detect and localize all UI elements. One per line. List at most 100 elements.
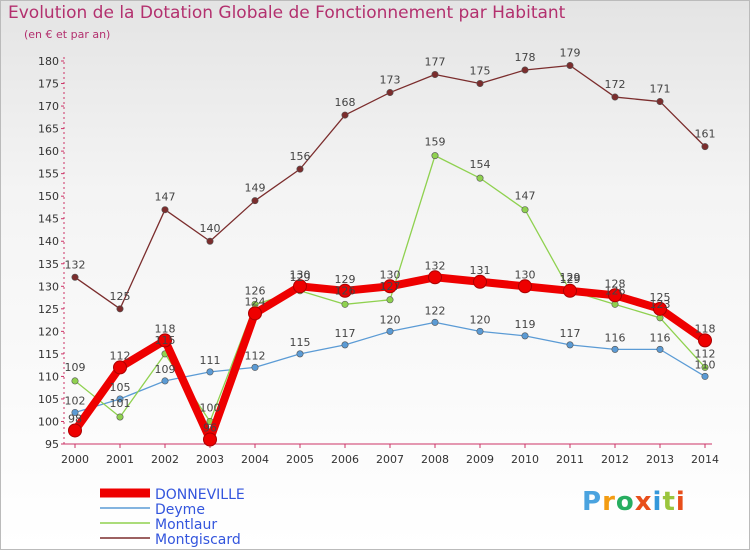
data-label: 96 bbox=[203, 421, 217, 434]
data-label: 131 bbox=[470, 264, 491, 277]
data-label: 130 bbox=[380, 268, 401, 281]
data-point bbox=[566, 341, 574, 349]
data-label: 100 bbox=[200, 401, 221, 414]
data-label: 112 bbox=[245, 349, 266, 362]
data-point bbox=[206, 237, 214, 245]
data-point bbox=[71, 377, 79, 385]
data-point bbox=[293, 279, 307, 294]
data-point bbox=[68, 423, 82, 438]
y-tick-label: 160 bbox=[38, 145, 59, 158]
data-label: 175 bbox=[470, 65, 491, 78]
data-label: 126 bbox=[335, 284, 356, 297]
x-tick-label: 2000 bbox=[61, 453, 89, 466]
data-point bbox=[521, 206, 529, 214]
data-point bbox=[518, 279, 532, 294]
data-point bbox=[611, 93, 619, 101]
y-tick-label: 130 bbox=[38, 280, 59, 293]
data-label: 147 bbox=[155, 191, 176, 204]
data-point bbox=[386, 296, 394, 304]
y-tick-label: 110 bbox=[38, 370, 59, 383]
x-tick-label: 2010 bbox=[511, 453, 539, 466]
x-tick-label: 2009 bbox=[466, 453, 494, 466]
data-label: 126 bbox=[245, 284, 266, 297]
x-tick-label: 2003 bbox=[196, 453, 224, 466]
data-point bbox=[206, 368, 214, 376]
y-tick-label: 125 bbox=[38, 303, 59, 316]
legend-label-montlaur: Montlaur bbox=[155, 517, 217, 533]
data-point bbox=[611, 345, 619, 353]
series-donneville bbox=[68, 270, 712, 447]
data-label: 128 bbox=[605, 277, 626, 290]
data-point bbox=[158, 333, 172, 348]
data-point bbox=[608, 288, 622, 303]
data-point bbox=[116, 413, 124, 421]
data-label: 177 bbox=[425, 56, 446, 69]
data-label: 115 bbox=[290, 336, 311, 349]
data-point bbox=[161, 206, 169, 214]
data-label: 112 bbox=[110, 349, 131, 362]
data-label: 126 bbox=[605, 284, 626, 297]
x-tick-label: 2011 bbox=[556, 453, 584, 466]
data-point bbox=[386, 89, 394, 97]
data-label: 110 bbox=[695, 358, 716, 371]
x-tick-label: 2008 bbox=[421, 453, 449, 466]
x-tick-label: 2002 bbox=[151, 453, 179, 466]
data-point bbox=[341, 111, 349, 119]
y-tick-label: 100 bbox=[38, 415, 59, 428]
data-label: 123 bbox=[650, 298, 671, 311]
x-tick-label: 2004 bbox=[241, 453, 269, 466]
data-point bbox=[431, 71, 439, 79]
data-point bbox=[653, 301, 667, 316]
x-tick-label: 2013 bbox=[646, 453, 674, 466]
y-tick-label: 165 bbox=[38, 123, 59, 136]
data-point bbox=[113, 360, 127, 375]
x-tick-label: 2014 bbox=[691, 453, 719, 466]
series-montgiscard bbox=[71, 62, 709, 313]
data-label: 147 bbox=[515, 190, 536, 203]
data-label: 172 bbox=[605, 78, 626, 91]
data-point bbox=[656, 98, 664, 106]
data-point bbox=[338, 283, 352, 298]
data-point bbox=[566, 62, 574, 70]
data-point bbox=[476, 174, 484, 182]
y-tick-label: 170 bbox=[38, 100, 59, 113]
data-point bbox=[563, 283, 577, 298]
data-point bbox=[476, 327, 484, 335]
data-label: 129 bbox=[335, 273, 356, 286]
x-tick-label: 2012 bbox=[601, 453, 629, 466]
data-point bbox=[341, 300, 349, 308]
data-label: 118 bbox=[695, 322, 716, 335]
y-tick-label: 180 bbox=[38, 55, 59, 68]
data-label: 156 bbox=[290, 150, 311, 163]
data-point bbox=[341, 341, 349, 349]
data-label: 129 bbox=[560, 273, 581, 286]
legend-label-montgiscard: Montgiscard bbox=[155, 532, 241, 548]
x-tick-label: 2001 bbox=[106, 453, 134, 466]
data-point bbox=[431, 318, 439, 326]
y-tick-label: 115 bbox=[38, 348, 59, 361]
data-point bbox=[521, 332, 529, 340]
data-label: 117 bbox=[560, 327, 581, 340]
data-label: 119 bbox=[515, 318, 536, 331]
y-tick-label: 175 bbox=[38, 78, 59, 91]
legend-label-donneville: DONNEVILLE bbox=[155, 487, 245, 503]
y-tick-label: 140 bbox=[38, 235, 59, 248]
data-label: 171 bbox=[650, 83, 671, 96]
data-label: 115 bbox=[155, 334, 176, 347]
data-label: 132 bbox=[425, 259, 446, 272]
data-label: 125 bbox=[650, 291, 671, 304]
data-point bbox=[428, 270, 442, 285]
data-label: 120 bbox=[380, 313, 401, 326]
data-point bbox=[71, 273, 79, 281]
data-label: 132 bbox=[65, 258, 86, 271]
data-point bbox=[116, 395, 124, 403]
data-label: 111 bbox=[200, 354, 221, 367]
x-tick-label: 2007 bbox=[376, 453, 404, 466]
data-label: 116 bbox=[650, 331, 671, 344]
data-point bbox=[251, 197, 259, 205]
proxiti-logo: Proxiti bbox=[582, 487, 686, 517]
data-label: 159 bbox=[425, 136, 446, 149]
data-label: 105 bbox=[110, 381, 131, 394]
